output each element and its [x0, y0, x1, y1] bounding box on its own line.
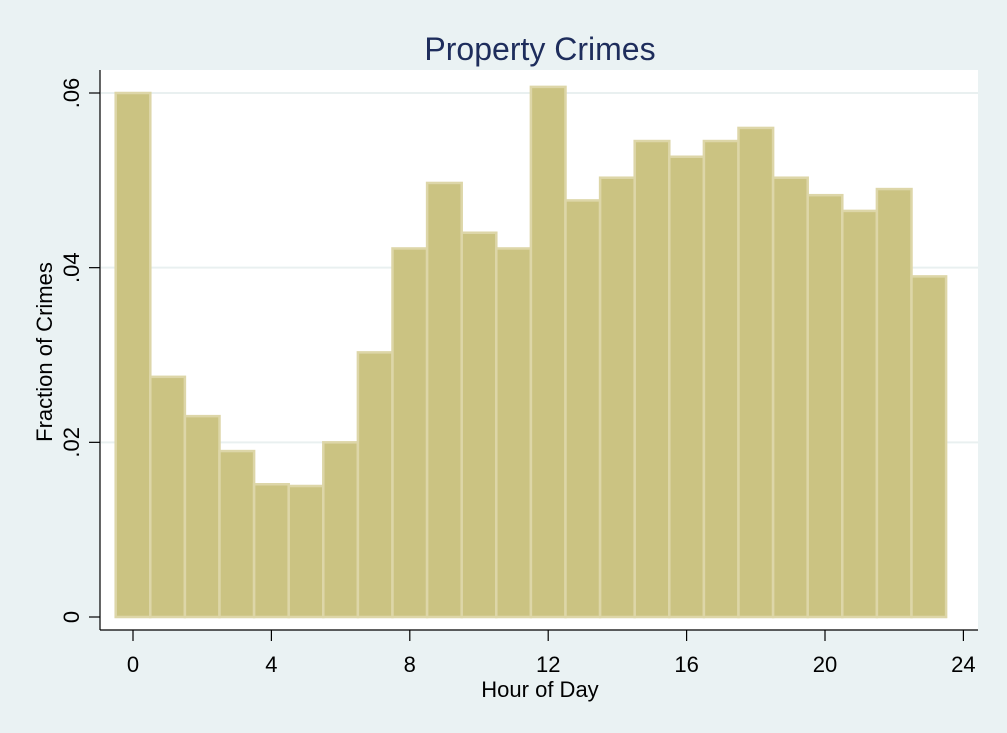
- histogram-bar: [322, 441, 360, 619]
- histogram-bar: [252, 483, 290, 619]
- bars: [114, 85, 948, 619]
- histogram-bar: [702, 139, 740, 619]
- histogram-bar: [668, 155, 706, 619]
- histogram-bar: [425, 181, 463, 619]
- histogram-bar: [564, 199, 602, 619]
- x-tick-label: 16: [674, 652, 698, 677]
- histogram-bar: [287, 484, 325, 619]
- histogram-bar: [149, 375, 187, 619]
- y-ticks: 0 .02 .04 .06: [59, 78, 100, 623]
- histogram-bar: [910, 275, 948, 619]
- y-tick-label: .04: [59, 252, 84, 283]
- x-tick-label: 0: [127, 652, 139, 677]
- histogram-bar: [771, 176, 809, 619]
- x-tick-label: 8: [404, 652, 416, 677]
- chart-title: Property Crimes: [424, 31, 655, 67]
- histogram-bar: [875, 187, 913, 619]
- histogram-bar: [356, 351, 394, 619]
- histogram-bar: [598, 176, 636, 619]
- histogram-bar: [633, 139, 671, 619]
- y-tick-label: .06: [59, 78, 84, 109]
- histogram-bar: [114, 91, 152, 619]
- histogram-bar: [218, 449, 256, 619]
- histogram-bar: [460, 231, 498, 619]
- y-axis-label: Fraction of Crimes: [32, 262, 57, 442]
- histogram-bar: [737, 126, 775, 619]
- x-axis-label: Hour of Day: [481, 677, 598, 702]
- x-tick-label: 20: [813, 652, 837, 677]
- histogram-bar: [841, 209, 879, 619]
- histogram-bar: [806, 193, 844, 619]
- histogram-bar: [183, 414, 221, 619]
- axes: [99, 70, 978, 631]
- histogram-bar: [391, 247, 429, 619]
- x-ticks: 0 4 8 12 16 20 24: [127, 630, 976, 677]
- x-tick-label: 24: [951, 652, 975, 677]
- histogram-bar: [495, 247, 533, 619]
- x-tick-label: 4: [265, 652, 277, 677]
- y-tick-label: 0: [59, 611, 84, 623]
- x-tick-label: 12: [536, 652, 560, 677]
- y-tick-label: .02: [59, 427, 84, 458]
- histogram-bar: [529, 85, 567, 619]
